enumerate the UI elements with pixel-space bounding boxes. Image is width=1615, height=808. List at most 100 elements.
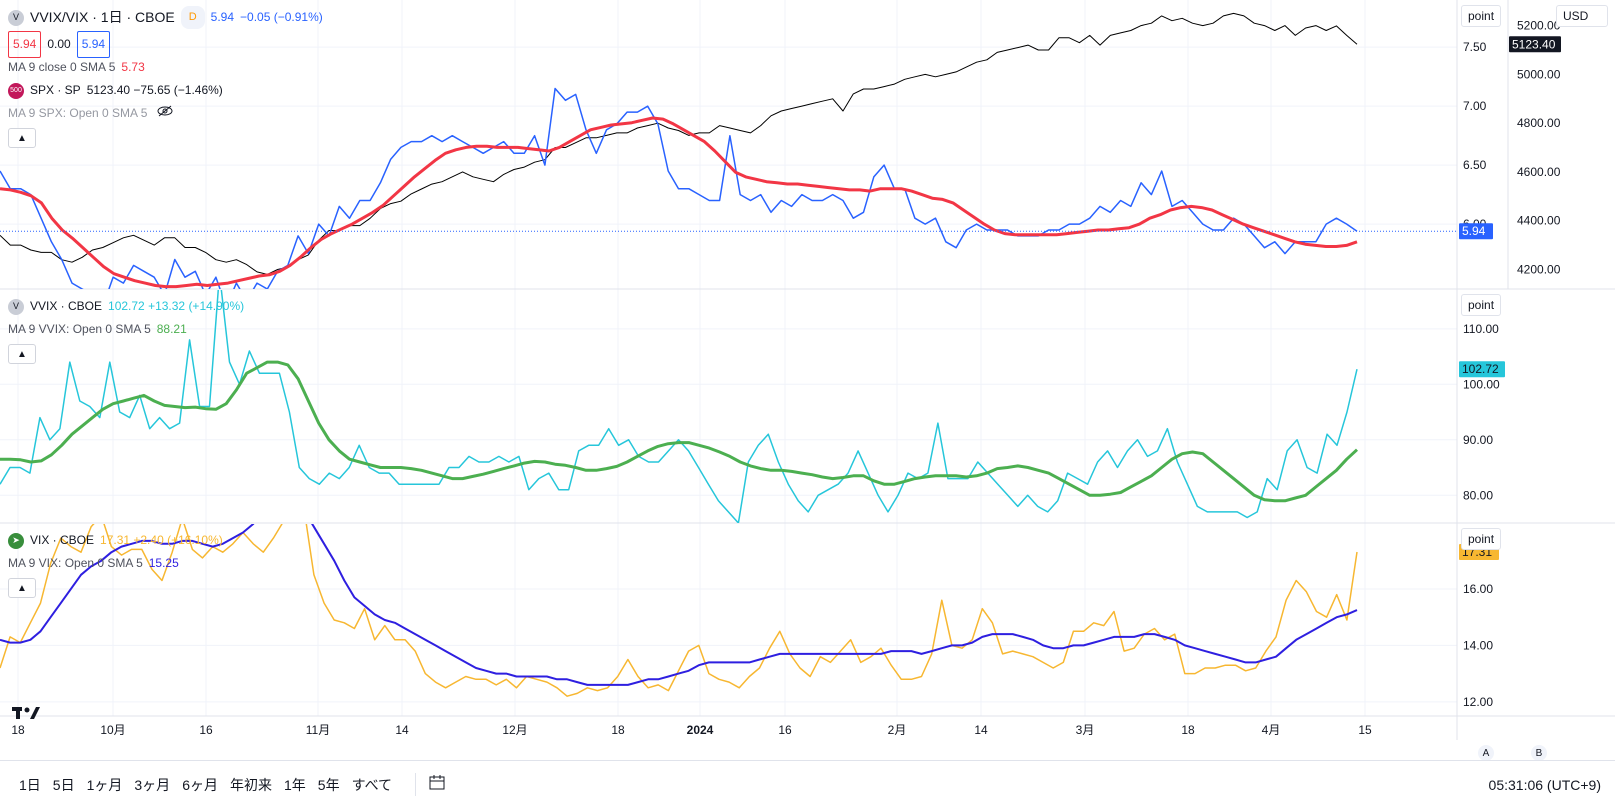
- time-axis-label: 12月: [502, 723, 527, 737]
- pane1-price-boxes: 5.94 0.00 5.94: [8, 31, 323, 58]
- right-scale-tick-label: 4200.00: [1517, 262, 1561, 276]
- calendar-icon[interactable]: [415, 773, 446, 796]
- vvix-ma-line: [0, 360, 1359, 503]
- pane2-symbol: VVIX · CBOE: [30, 299, 103, 313]
- spx-values: 5123.40 −75.65 (−1.46%): [86, 83, 223, 97]
- range-button[interactable]: 1日: [19, 776, 41, 793]
- ma-spx-label: MA 9 SPX: Open 0 SMA 5: [8, 106, 148, 120]
- left-scale-tick-label: 7.00: [1463, 99, 1487, 113]
- pane1-symbol-row[interactable]: V VVIX/VIX · 1日 · CBOE D 5.94 −0.05 (−0.…: [8, 6, 323, 29]
- range-button[interactable]: 1ヶ月: [86, 776, 123, 793]
- time-axis-label: 3月: [1076, 723, 1095, 737]
- pane3-ma-label: MA 9 VIX: Open 0 SMA 5: [8, 556, 143, 570]
- chevron-up-icon[interactable]: ▲: [8, 344, 36, 364]
- pane2-ma-row[interactable]: MA 9 VVIX: Open 0 SMA 5 88.21: [8, 318, 244, 341]
- delayed-badge[interactable]: D: [180, 6, 205, 29]
- eye-off-icon[interactable]: [157, 102, 173, 125]
- spx-row[interactable]: 500 SPX · SP 5123.40 −75.65 (−1.46%): [8, 79, 323, 102]
- time-axis-label: 4月: [1262, 723, 1281, 737]
- right-scale-tick-label: 5000.00: [1517, 67, 1561, 81]
- chart-canvas[interactable]: 7.507.006.506.005200.005000.004800.00460…: [0, 0, 1615, 760]
- pane3-scale-mode-button[interactable]: point: [1461, 528, 1502, 550]
- range-button[interactable]: 3ヶ月: [134, 776, 171, 793]
- pane3-symbol-row[interactable]: ➤ VIX · CBOE 17.31 +2.40 (+16.10%): [8, 529, 223, 552]
- pane1-symbol[interactable]: VVIX/VIX · 1日 · CBOE: [30, 9, 175, 25]
- scale-tick-label: 14.00: [1463, 638, 1493, 652]
- pane1-scale-mode-button[interactable]: point: [1461, 5, 1502, 27]
- ratio-line: [0, 87, 1358, 289]
- pane2-symbol-row[interactable]: V VVIX · CBOE 102.72 +13.32 (+14.90%): [8, 295, 244, 318]
- tradingview-logo-icon[interactable]: [12, 705, 42, 726]
- pane3-legend: ➤ VIX · CBOE 17.31 +2.40 (+16.10%) MA 9 …: [8, 529, 223, 598]
- date-range-selector: 1日 5日 1ヶ月 3ヶ月 6ヶ月 年初来 1年 5年 すべて: [14, 771, 397, 799]
- time-axis-label: 14: [974, 723, 988, 737]
- pane1-price: 5.94: [210, 10, 235, 24]
- scale-b-button[interactable]: B: [1531, 745, 1547, 761]
- currency-button[interactable]: USD: [1556, 5, 1608, 27]
- scale-tick-label: 80.00: [1463, 488, 1493, 502]
- vvix-last-tag-bg: [1459, 361, 1505, 378]
- left-scale-tick-label: 7.50: [1463, 40, 1487, 54]
- bottom-toolbar: 1日 5日 1ヶ月 3ヶ月 6ヶ月 年初来 1年 5年 すべて 05:31:06 (UTC+9): [0, 760, 1615, 808]
- letter-v-icon: V: [8, 9, 24, 26]
- pane1-ma-value: 5.73: [121, 60, 145, 74]
- ma-spx-row[interactable]: MA 9 SPX: Open 0 SMA 5: [8, 102, 323, 125]
- chevron-up-icon[interactable]: ▲: [8, 578, 36, 598]
- right-scale-tick-label: 5200.00: [1517, 19, 1561, 33]
- clock-time[interactable]: 05:31:06 (UTC+9): [1488, 776, 1601, 793]
- pane1-ma-label: MA 9 close 0 SMA 5: [8, 60, 116, 74]
- scale-tick-label: 90.00: [1463, 433, 1493, 447]
- range-button[interactable]: 5年: [317, 776, 340, 793]
- spx-last-tag-bg: [1509, 36, 1561, 53]
- left-scale-tick-label: 6.50: [1463, 158, 1487, 172]
- scale-tick-label: 12.00: [1463, 695, 1493, 709]
- chevron-up-icon[interactable]: ▲: [8, 128, 36, 148]
- spx-line: [0, 12, 1358, 275]
- vvix-last-tag: 102.72: [1462, 362, 1499, 376]
- scale-tick-label: 100.00: [1463, 377, 1500, 391]
- vvix-line: [0, 290, 1358, 523]
- pane2-values: 102.72 +13.32 (+14.90%): [108, 299, 245, 313]
- time-axis-label: 2月: [888, 723, 907, 737]
- pane2-scale-mode-button[interactable]: point: [1461, 294, 1502, 316]
- scale-a-button[interactable]: A: [1478, 745, 1494, 761]
- ratio-ma-line: [0, 116, 1358, 289]
- time-axis-label: 15: [1358, 723, 1372, 737]
- time-axis-label: 16: [778, 723, 792, 737]
- pane2-ma-value: 88.21: [156, 322, 187, 336]
- pane1-legend: V VVIX/VIX · 1日 · CBOE D 5.94 −0.05 (−0.…: [8, 6, 323, 148]
- ratio-last-tag-bg: [1459, 223, 1493, 240]
- time-axis-label: 18: [11, 723, 25, 737]
- range-button[interactable]: 1年: [283, 776, 306, 793]
- time-axis-label: 18: [1181, 723, 1195, 737]
- time-axis-label: 2024: [687, 723, 714, 737]
- vix-ma-line: [0, 524, 1358, 686]
- spread-value: 0.00: [47, 37, 71, 51]
- time-axis-label: 11月: [306, 723, 330, 737]
- vix-arrow-icon: ➤: [8, 532, 24, 549]
- spx-500-icon: 500: [8, 82, 24, 99]
- time-axis-label: 14: [395, 723, 409, 737]
- scale-tick-label: 16.00: [1463, 582, 1493, 596]
- pane3-symbol: VIX · CBOE: [30, 533, 95, 547]
- spx-last-tag: 5123.40: [1512, 37, 1556, 51]
- pane3-ma-value: 15.25: [148, 556, 179, 570]
- ask-box[interactable]: 5.94: [76, 31, 111, 58]
- pane3-values: 17.31 +2.40 (+16.10%): [100, 533, 223, 547]
- range-button[interactable]: 年初来: [229, 776, 272, 793]
- chart-area[interactable]: 7.507.006.506.005200.005000.004800.00460…: [0, 0, 1615, 760]
- right-scale-tick-label: 4800.00: [1517, 116, 1561, 130]
- time-axis-label: 16: [199, 723, 213, 737]
- right-scale-tick-label: 4600.00: [1517, 165, 1561, 179]
- time-axis-label: 18: [611, 723, 625, 737]
- range-button[interactable]: 6ヶ月: [182, 776, 218, 793]
- pane2-legend: V VVIX · CBOE 102.72 +13.32 (+14.90%) MA…: [8, 295, 244, 364]
- range-button[interactable]: 5日: [52, 776, 75, 793]
- pane1-ma-row[interactable]: MA 9 close 0 SMA 5 5.73: [8, 56, 323, 79]
- time-axis-label: 10月: [100, 723, 125, 737]
- pane2-ma-label: MA 9 VVIX: Open 0 SMA 5: [8, 322, 151, 336]
- bid-box[interactable]: 5.94: [8, 31, 42, 58]
- scale-tick-label: 110.00: [1463, 322, 1499, 336]
- pane3-ma-row[interactable]: MA 9 VIX: Open 0 SMA 5 15.25: [8, 552, 223, 575]
- range-button[interactable]: すべて: [351, 776, 393, 793]
